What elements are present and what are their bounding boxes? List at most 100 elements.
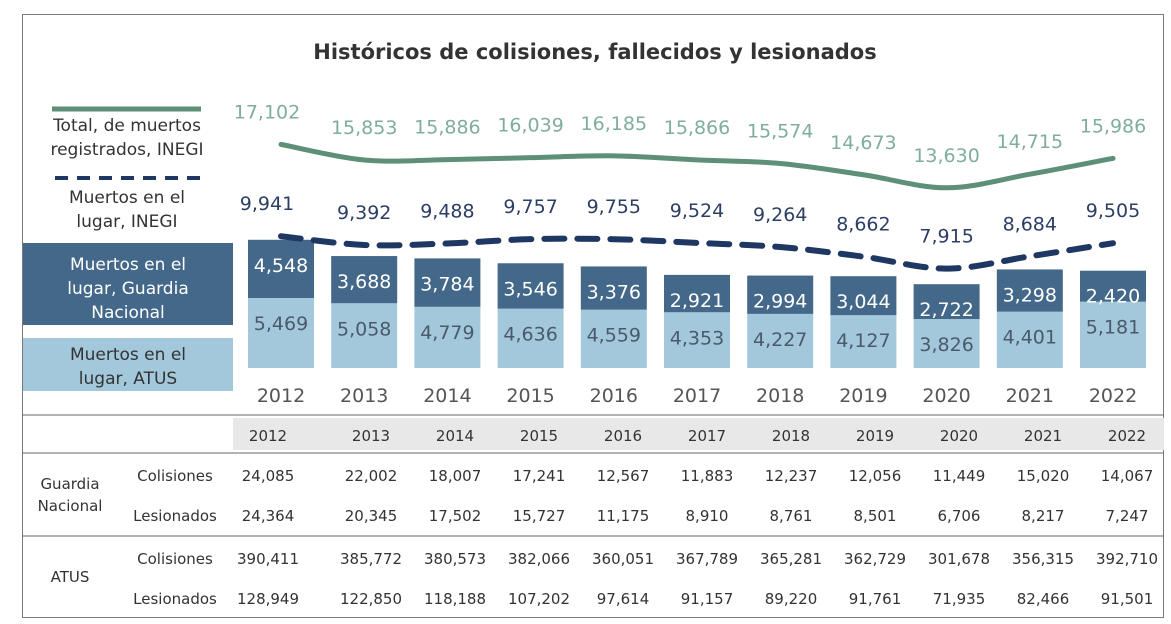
table-cell: 91,501 bbox=[1101, 590, 1154, 608]
legend-guardia-text: lugar, Guardia bbox=[67, 279, 189, 299]
lugar-label-2020: 7,915 bbox=[919, 226, 973, 248]
lines-layer bbox=[278, 141, 1116, 272]
legend-atus-text: lugar, ATUS bbox=[79, 369, 177, 389]
table-year-2013: 2013 bbox=[352, 427, 390, 445]
table-header-band bbox=[233, 418, 1164, 450]
x-tick-2021: 2021 bbox=[1006, 385, 1054, 407]
table-cell: 11,175 bbox=[597, 507, 650, 525]
total-label-2018: 15,574 bbox=[747, 120, 813, 142]
table-cell: 8,761 bbox=[770, 507, 813, 525]
table-cell: 122,850 bbox=[340, 590, 402, 608]
total-label-2020: 13,630 bbox=[913, 145, 979, 167]
bar-guardia-2017 bbox=[664, 274, 730, 313]
total-label-2022: 15,986 bbox=[1080, 115, 1146, 137]
table-row-label: Colisiones bbox=[137, 467, 213, 485]
lugar-label-2015: 9,757 bbox=[503, 196, 557, 218]
legend-total-text: Total, de muertos bbox=[52, 116, 201, 136]
table-cell: 15,020 bbox=[1017, 467, 1070, 485]
x-tick-2015: 2015 bbox=[506, 385, 554, 407]
bar-guardia-2022 bbox=[1080, 270, 1146, 302]
bars-layer bbox=[248, 239, 1146, 368]
table-cell: 390,411 bbox=[237, 550, 299, 568]
bar-atus-2012 bbox=[248, 297, 314, 368]
table-cell: 382,066 bbox=[508, 550, 570, 568]
bar-guardia-2012 bbox=[248, 239, 314, 298]
legend-swatch-atus bbox=[23, 338, 233, 391]
bar-atus-2014 bbox=[414, 306, 481, 368]
lugar-label-2013: 9,392 bbox=[337, 202, 391, 224]
table-cell: 385,772 bbox=[340, 550, 402, 568]
table-cell: 365,281 bbox=[760, 550, 822, 568]
total-label-2019: 14,673 bbox=[830, 132, 896, 154]
bar-guardia-2013 bbox=[331, 256, 398, 304]
x-tick-2020: 2020 bbox=[922, 385, 970, 407]
total-label-2014: 15,886 bbox=[414, 117, 480, 139]
bar-atus-2015 bbox=[497, 308, 564, 368]
table-cell: 71,935 bbox=[933, 590, 986, 608]
lugar-label-2018: 9,264 bbox=[753, 204, 807, 226]
bar-label-atus-2013: 5,058 bbox=[337, 318, 391, 340]
table-cell: 6,706 bbox=[938, 507, 981, 525]
bar-label-guardia-2017: 2,921 bbox=[670, 290, 724, 312]
bar-label-atus-2018: 4,227 bbox=[753, 329, 807, 351]
lugar-label-2017: 9,524 bbox=[670, 200, 724, 222]
legend-guardia-text: Muertos en el bbox=[70, 255, 186, 275]
table-row-label: Colisiones bbox=[137, 550, 213, 568]
legend-lugar-text: Muertos en el bbox=[69, 188, 185, 208]
x-tick-2018: 2018 bbox=[756, 385, 804, 407]
lugar-label-2021: 8,684 bbox=[1003, 213, 1057, 235]
bar-label-guardia-2022: 2,420 bbox=[1086, 286, 1140, 308]
total-label-2012: 17,102 bbox=[234, 101, 300, 123]
table-group-name: Nacional bbox=[38, 497, 103, 515]
x-tick-2013: 2013 bbox=[340, 385, 388, 407]
table-group-name: ATUS bbox=[51, 568, 90, 586]
table-row-label: Lesionados bbox=[133, 507, 217, 525]
legend: Total, de muertos registrados, INEGI Muert… bbox=[23, 106, 233, 391]
table-year-2012: 2012 bbox=[249, 427, 287, 445]
total-label-2016: 16,185 bbox=[581, 113, 647, 135]
bar-atus-2018 bbox=[747, 313, 814, 368]
table-cell: 392,710 bbox=[1096, 550, 1158, 568]
bar-label-atus-2017: 4,353 bbox=[670, 327, 724, 349]
bar-label-guardia-2015: 3,546 bbox=[503, 278, 557, 300]
line-lugar-inegi bbox=[278, 233, 1116, 272]
lugar-label-2019: 8,662 bbox=[836, 214, 890, 236]
bar-guardia-2019 bbox=[830, 276, 897, 316]
table-cell: 82,466 bbox=[1017, 590, 1070, 608]
table-year-2021: 2021 bbox=[1024, 427, 1062, 445]
bar-label-atus-2019: 4,127 bbox=[836, 330, 890, 352]
bar-label-atus-2020: 3,826 bbox=[919, 334, 973, 356]
table-cell: 12,056 bbox=[849, 467, 902, 485]
bar-atus-2021 bbox=[996, 311, 1063, 368]
table-cell: 12,567 bbox=[597, 467, 650, 485]
table-year-2014: 2014 bbox=[436, 427, 474, 445]
bar-label-guardia-2019: 3,044 bbox=[836, 291, 890, 313]
data-table: 2012 2013 2014 2015 2016 2017 2018 2019 2020 2021… bbox=[22, 414, 1164, 608]
table-cell: 15,727 bbox=[513, 507, 566, 525]
total-label-2015: 16,039 bbox=[497, 115, 563, 137]
x-tick-2019: 2019 bbox=[839, 385, 887, 407]
bar-label-atus-2014: 4,779 bbox=[420, 322, 474, 344]
legend-guardia-text: Nacional bbox=[91, 303, 165, 323]
table-cell: 8,910 bbox=[686, 507, 729, 525]
bar-label-guardia-2012: 4,548 bbox=[254, 255, 308, 277]
legend-total-text: registrados, INEGI bbox=[50, 140, 203, 160]
table-cell: 380,573 bbox=[424, 550, 486, 568]
table-cell: 8,501 bbox=[854, 507, 897, 525]
table-cell: 367,789 bbox=[676, 550, 738, 568]
table-cell: 22,002 bbox=[345, 467, 398, 485]
bar-label-guardia-2014: 3,784 bbox=[420, 273, 474, 295]
table-cell: 128,949 bbox=[237, 590, 299, 608]
x-tick-2017: 2017 bbox=[673, 385, 721, 407]
table-cell: 11,449 bbox=[933, 467, 986, 485]
bar-atus-2019 bbox=[830, 315, 897, 368]
lugar-label-2012: 9,941 bbox=[240, 193, 294, 215]
table-cell: 118,188 bbox=[424, 590, 486, 608]
table-cell: 7,247 bbox=[1106, 507, 1149, 525]
table-cell: 97,614 bbox=[597, 590, 650, 608]
bar-guardia-2014 bbox=[414, 258, 481, 307]
table-cell: 24,364 bbox=[242, 507, 295, 525]
bar-label-guardia-2021: 3,298 bbox=[1003, 284, 1057, 306]
total-label-2021: 14,715 bbox=[997, 131, 1063, 153]
chart-frame bbox=[22, 14, 1164, 618]
